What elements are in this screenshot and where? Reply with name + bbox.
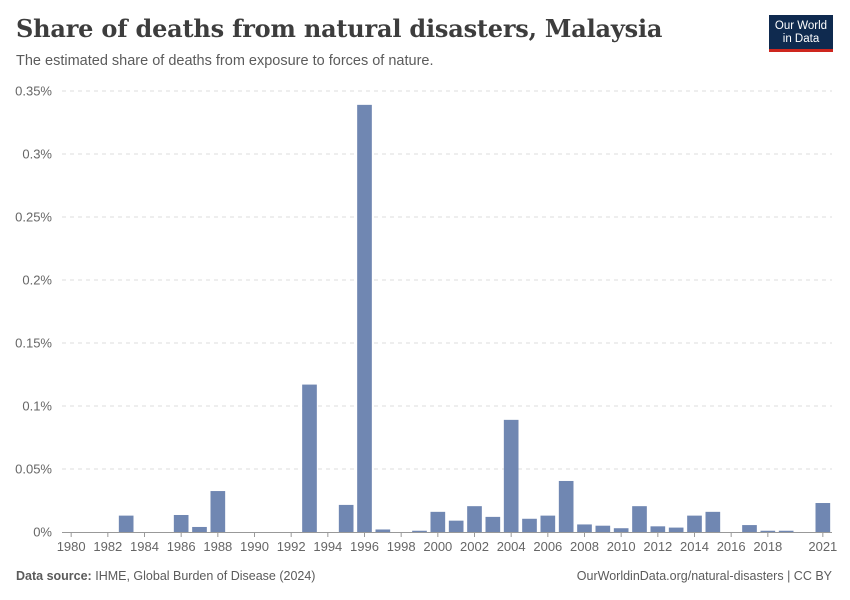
bar[interactable] <box>760 530 776 532</box>
x-tick-label: 1984 <box>130 539 159 554</box>
x-tick-label: 2000 <box>423 539 452 554</box>
bar[interactable] <box>302 384 317 532</box>
bar[interactable] <box>540 515 556 532</box>
y-tick-label: 0.1% <box>22 399 52 414</box>
x-tick-label: 1994 <box>313 539 342 554</box>
y-tick-label: 0% <box>33 525 52 540</box>
bar[interactable] <box>338 504 354 532</box>
bar[interactable] <box>613 528 629 532</box>
bar[interactable] <box>467 506 482 532</box>
bar[interactable] <box>815 503 831 532</box>
x-tick-label: 2004 <box>497 539 526 554</box>
bar[interactable] <box>522 518 537 532</box>
logo-line-2: in Data <box>782 33 820 45</box>
x-tick-label: 2018 <box>753 539 782 554</box>
data-source: Data source: IHME, Global Burden of Dise… <box>16 569 315 583</box>
x-tick-label: 2016 <box>717 539 746 554</box>
bar[interactable] <box>595 525 611 532</box>
bar[interactable] <box>778 530 794 532</box>
x-tick-label: 1986 <box>167 539 196 554</box>
x-tick-label: 1988 <box>203 539 232 554</box>
x-tick-label: 2012 <box>643 539 672 554</box>
bar[interactable] <box>632 506 647 532</box>
y-tick-label: 0.05% <box>15 462 52 477</box>
bar[interactable] <box>192 526 207 532</box>
x-tick-label: 2006 <box>533 539 562 554</box>
y-tick-label: 0.25% <box>15 210 52 225</box>
x-tick-label: 2014 <box>680 539 709 554</box>
bar[interactable] <box>210 491 226 532</box>
source-url[interactable]: OurWorldinData.org/natural-disasters | C… <box>576 569 832 583</box>
y-tick-label: 0.15% <box>15 336 52 351</box>
bar[interactable] <box>705 511 721 532</box>
bar[interactable] <box>558 480 574 532</box>
bar[interactable] <box>118 515 134 532</box>
x-tick-label: 2021 <box>808 539 837 554</box>
logo-line-1: Our World <box>774 20 828 32</box>
x-tick-label: 2010 <box>607 539 636 554</box>
bar[interactable] <box>448 520 464 532</box>
bar[interactable] <box>375 529 391 532</box>
data-source-text[interactable]: IHME, Global Burden of Disease (2024) <box>95 569 316 583</box>
x-tick-label: 1996 <box>350 539 379 554</box>
bar[interactable] <box>485 516 501 532</box>
x-tick-label: 1990 <box>240 539 269 554</box>
bar[interactable] <box>173 514 189 532</box>
data-source-label: Data source: <box>16 569 92 583</box>
owid-logo[interactable]: Our World in Data <box>769 15 833 52</box>
chart-title: Share of deaths from natural disasters, … <box>16 14 663 43</box>
y-tick-label: 0.2% <box>22 273 52 288</box>
bar[interactable] <box>650 526 666 532</box>
bar[interactable] <box>687 515 702 532</box>
x-tick-label: 2002 <box>460 539 489 554</box>
x-tick-label: 1998 <box>387 539 416 554</box>
bar-chart: 0% 0.05% 0.1% 0.15% 0.2% 0.25% 0.3% 0.35% 1980 19… <box>15 84 837 555</box>
x-tick-label: 2008 <box>570 539 599 554</box>
y-tick-label: 0.3% <box>22 147 52 162</box>
x-tick-label: 1992 <box>277 539 306 554</box>
bar[interactable] <box>412 530 427 532</box>
chart-subtitle: The estimated share of deaths from expos… <box>16 53 434 69</box>
bar[interactable] <box>503 419 519 532</box>
bar[interactable] <box>357 104 372 533</box>
x-tick-label: 1982 <box>93 539 122 554</box>
bar[interactable] <box>742 525 757 532</box>
x-tick-label: 1980 <box>57 539 86 554</box>
y-tick-label: 0.35% <box>15 84 52 99</box>
bar[interactable] <box>668 527 684 532</box>
bar[interactable] <box>577 524 592 532</box>
bar[interactable] <box>430 511 446 532</box>
